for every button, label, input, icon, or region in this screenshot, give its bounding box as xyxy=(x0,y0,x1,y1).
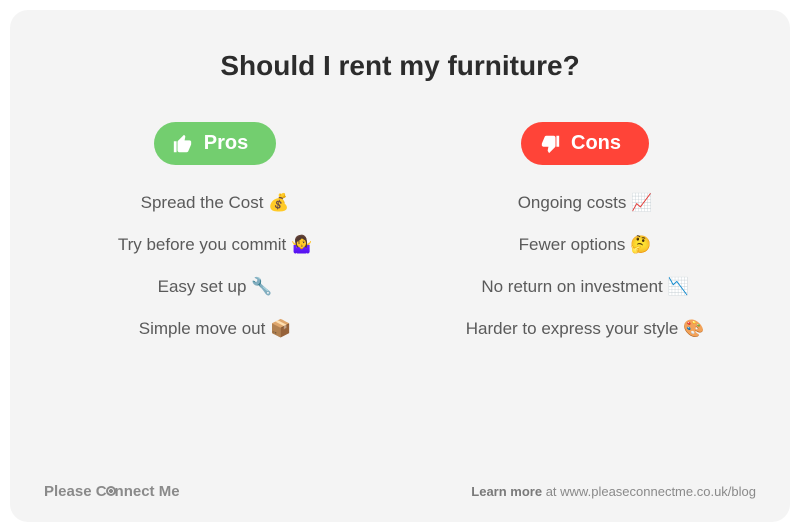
learn-more: Learn more at www.pleaseconnectme.co.uk/… xyxy=(471,484,756,499)
pros-column: Pros Spread the Cost 💰 Try before you co… xyxy=(50,122,380,339)
list-item: Ongoing costs 📈 xyxy=(518,193,653,213)
infographic-card: Should I rent my furniture? Pros Spread … xyxy=(10,10,790,522)
thumbs-down-icon xyxy=(539,133,561,155)
cons-pill: Cons xyxy=(521,122,649,165)
list-item: No return on investment 📉 xyxy=(481,277,688,297)
cons-column: Cons Ongoing costs 📈 Fewer options 🤔 No … xyxy=(420,122,750,339)
list-item: Fewer options 🤔 xyxy=(519,235,652,255)
cons-list: Ongoing costs 📈 Fewer options 🤔 No retur… xyxy=(466,193,704,339)
pros-list: Spread the Cost 💰 Try before you commit … xyxy=(118,193,312,339)
list-item: Simple move out 📦 xyxy=(139,319,292,339)
pros-pill: Pros xyxy=(154,122,276,165)
list-item: Spread the Cost 💰 xyxy=(141,193,290,213)
list-item: Harder to express your style 🎨 xyxy=(466,319,704,339)
learn-more-label: Learn more xyxy=(471,484,542,499)
brand-text-pre: Please C xyxy=(44,483,107,500)
thumbs-up-icon xyxy=(172,133,194,155)
brand-o-icon xyxy=(106,486,116,496)
list-item: Easy set up 🔧 xyxy=(158,277,273,297)
columns: Pros Spread the Cost 💰 Try before you co… xyxy=(50,122,750,339)
footer: Please C nnect Me Learn more at www.pleas… xyxy=(44,483,756,500)
cons-label: Cons xyxy=(571,132,621,155)
page-title: Should I rent my furniture? xyxy=(50,50,750,82)
list-item: Try before you commit 🤷‍♀️ xyxy=(118,235,312,255)
brand-text-post: nnect Me xyxy=(115,483,180,500)
pros-label: Pros xyxy=(204,132,248,155)
learn-more-url: at www.pleaseconnectme.co.uk/blog xyxy=(542,484,756,499)
brand-logo: Please C nnect Me xyxy=(44,483,180,500)
